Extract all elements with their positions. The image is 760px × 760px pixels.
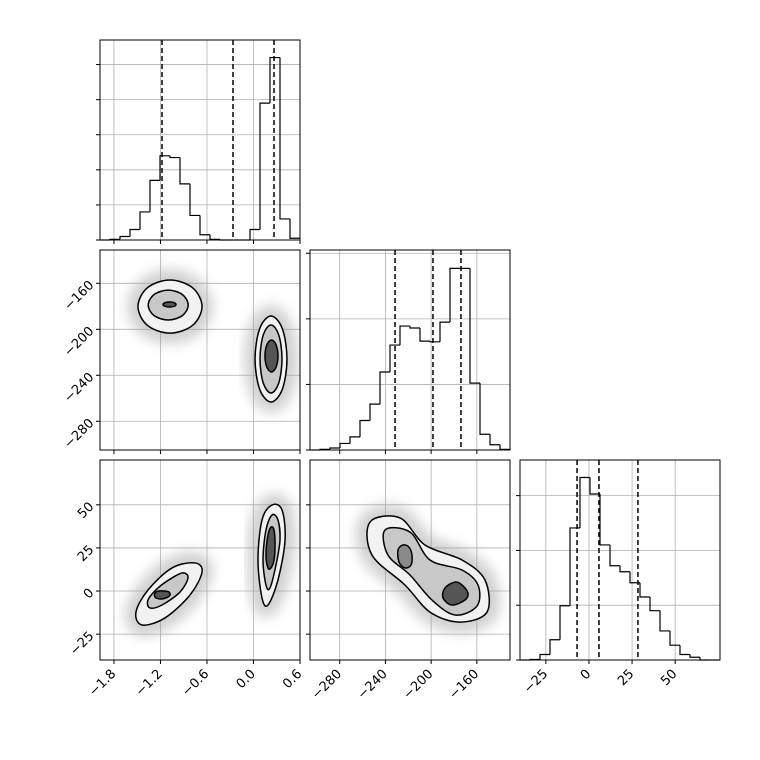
x-tick-label: −200 — [401, 667, 437, 703]
axes-frame — [99, 39, 301, 241]
histogram-bin — [549, 639, 560, 655]
contour — [162, 301, 177, 308]
histogram-bin — [329, 447, 340, 450]
panel: −160 −200 −240 −280 — [61, 249, 301, 454]
histogram-bin — [539, 653, 550, 660]
histogram-bin — [679, 645, 690, 656]
histogram-bin — [259, 102, 270, 230]
histogram-bin — [429, 341, 440, 343]
histogram-bin — [149, 179, 160, 212]
panel: −280 −240 −200 −160 — [306, 459, 511, 703]
histogram-bin — [659, 610, 670, 632]
histogram-bin — [359, 419, 370, 437]
x-tick-label: −1.8 — [86, 667, 119, 700]
contour — [264, 339, 279, 373]
panel — [306, 249, 511, 454]
panel: −1.8 −1.2 −0.6 0.0 0.6 50 25 0 −25 — [67, 459, 305, 700]
x-tick-label: 0 — [578, 667, 594, 683]
axes-frame — [309, 459, 511, 661]
histogram-bin — [379, 371, 390, 405]
histogram-bin — [669, 630, 680, 646]
panel: −25 0 25 50 — [516, 459, 721, 697]
histogram-bin — [369, 403, 380, 421]
x-tick-label: 0.0 — [234, 667, 259, 692]
histogram-bin — [599, 493, 610, 546]
x-tick-label: −25 — [521, 667, 551, 697]
histogram-bin — [249, 228, 260, 240]
histogram-bin — [399, 325, 410, 346]
x-tick-label: −280 — [309, 667, 345, 703]
histogram-bin — [269, 56, 280, 104]
y-tick-label: −240 — [61, 370, 97, 406]
x-tick-label: 0.6 — [280, 667, 305, 692]
histogram-bin — [159, 155, 170, 181]
x-tick-label: −0.6 — [179, 667, 212, 700]
y-tick-label: 0 — [81, 586, 97, 602]
axes-frame — [309, 249, 511, 451]
histogram-bin — [339, 442, 350, 449]
histogram-bin — [129, 228, 140, 237]
histogram-bin — [409, 326, 420, 329]
histogram-bin — [649, 596, 660, 612]
x-tick-label: 25 — [615, 667, 637, 689]
histogram-bin — [169, 155, 180, 159]
x-tick-label: 50 — [658, 667, 680, 689]
histogram-bin — [579, 476, 590, 528]
histogram-bin — [349, 436, 360, 444]
histogram-bin — [289, 218, 300, 239]
histogram-bin — [449, 267, 460, 323]
histogram-bin — [559, 605, 570, 640]
axes-frame — [99, 459, 301, 661]
histogram-bin — [589, 477, 600, 495]
histogram-bin — [689, 654, 700, 658]
y-tick-label: −25 — [67, 629, 97, 659]
axes-frame — [519, 459, 721, 661]
y-tick-label: −280 — [61, 416, 97, 452]
x-tick-label: −1.2 — [133, 667, 166, 700]
histogram-bin — [279, 57, 290, 220]
histogram-bin — [119, 235, 130, 240]
y-tick-label: −200 — [61, 324, 97, 360]
panel — [96, 39, 301, 244]
histogram-bin — [569, 527, 580, 606]
histogram-bin — [619, 565, 630, 573]
histogram-bin — [189, 183, 200, 217]
histogram-bin — [469, 268, 480, 384]
histogram-bin — [489, 434, 500, 446]
histogram-bin — [499, 444, 510, 450]
histogram-bin — [419, 328, 430, 342]
contour — [153, 590, 171, 600]
histogram-bin — [179, 157, 190, 185]
histogram-bin — [209, 234, 220, 240]
y-tick-label: 50 — [75, 500, 97, 522]
histogram-bin — [629, 571, 640, 584]
contour — [396, 544, 413, 569]
histogram-bin — [609, 544, 620, 567]
x-tick-label: −160 — [446, 667, 482, 703]
x-tick-label: −240 — [355, 667, 391, 703]
histogram-bin — [639, 582, 650, 598]
y-tick-label: −160 — [61, 278, 97, 314]
axes-frame — [99, 249, 301, 451]
contour — [441, 581, 469, 606]
histogram-bin — [139, 211, 150, 230]
y-tick-label: 25 — [75, 543, 97, 565]
histogram-bin — [389, 344, 400, 372]
histogram-bin — [199, 215, 210, 236]
histogram-bin — [479, 383, 490, 435]
histogram-bin — [439, 321, 450, 342]
contour — [146, 572, 189, 609]
contour — [265, 526, 276, 570]
